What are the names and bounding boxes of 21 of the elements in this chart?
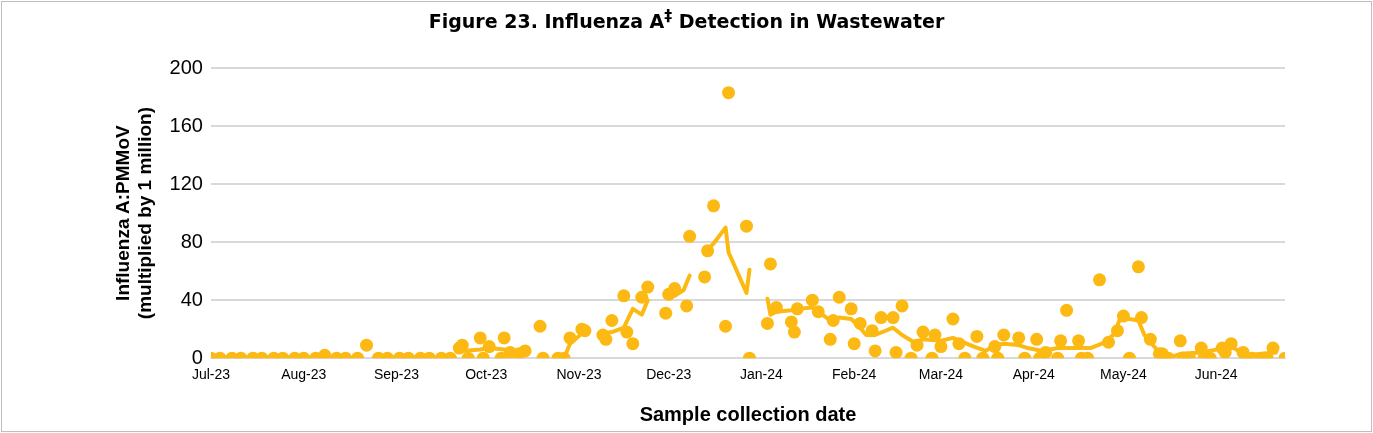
y-axis-title: Influenza A:PMMoV (multiplied by 1 million)	[111, 107, 156, 320]
x-tick-label: Sep-23	[373, 366, 420, 383]
chart-title: Figure 23. Influenza A$^{‡}$ Detection in Wastewater	[427, 6, 946, 33]
y-tick-label: 120	[169, 171, 203, 194]
y-tick-label: 200	[169, 55, 203, 78]
x-tick-label: Aug-23	[281, 366, 327, 383]
x-tick-label: Apr-24	[1012, 366, 1055, 383]
x-tick-label: Feb-24	[832, 366, 877, 383]
x-tick-label: Jun-24	[1194, 366, 1238, 383]
x-tick-label: Oct-23	[465, 366, 508, 383]
x-axis-title: Sample collection date	[639, 402, 857, 425]
x-tick-label: Jul-23	[191, 366, 231, 383]
y-tick-label: 40	[180, 287, 203, 310]
x-tick-label: Mar-24	[918, 366, 964, 383]
x-tick-label: Jan-24	[740, 366, 784, 383]
x-tick-label: Nov-23	[556, 366, 602, 383]
x-tick-label: May-24	[1100, 366, 1147, 383]
y-tick-label: 0	[191, 345, 203, 368]
y-tick-label: 80	[180, 229, 203, 252]
x-tick-label: Dec-23	[646, 366, 692, 383]
y-tick-label: 160	[169, 113, 203, 136]
